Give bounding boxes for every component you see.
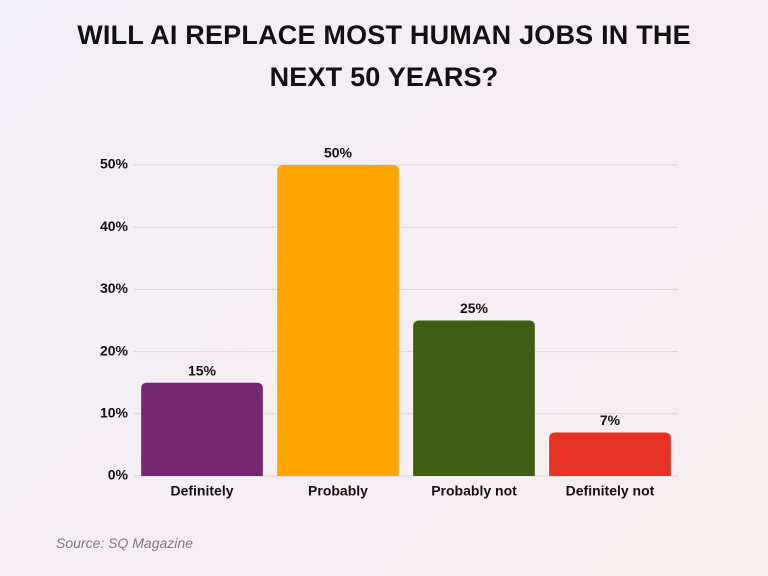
value-label: 15%	[188, 362, 217, 378]
value-label: 50%	[324, 145, 353, 161]
bar	[277, 165, 399, 476]
x-tick-label: Definitely not	[566, 483, 655, 499]
chart-title: WILL AI REPLACE MOST HUMAN JOBS IN THE N…	[77, 20, 691, 92]
source-note: Source: SQ Magazine	[56, 535, 193, 551]
value-label: 7%	[600, 412, 621, 428]
value-label: 25%	[460, 300, 489, 316]
x-tick-label: Probably	[308, 483, 368, 499]
y-tick-label: 40%	[100, 218, 129, 234]
bar	[549, 432, 671, 476]
x-tick-label: Probably not	[431, 483, 517, 499]
y-tick-label: 50%	[100, 156, 129, 172]
y-tick-label: 10%	[100, 405, 129, 421]
x-tick-label: Definitely	[170, 483, 233, 499]
y-tick-label: 30%	[100, 280, 129, 296]
bar	[413, 320, 535, 476]
bar	[141, 382, 263, 476]
y-tick-label: 0%	[108, 467, 129, 483]
y-tick-label: 20%	[100, 342, 129, 358]
